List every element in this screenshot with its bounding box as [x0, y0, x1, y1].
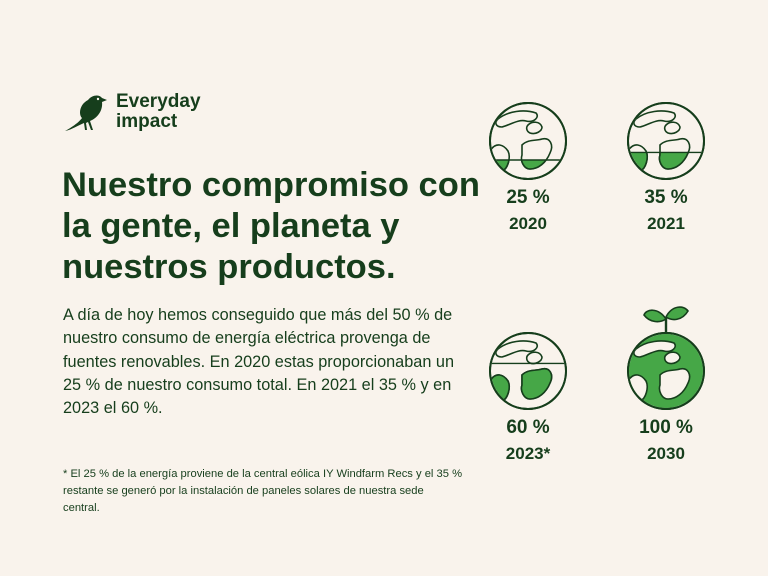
- globe-percent: 60 %: [506, 417, 550, 438]
- globe-icon: [627, 102, 705, 180]
- globe-card-2021: 35 % 2021: [606, 99, 726, 235]
- globe-year: 2023*: [505, 444, 551, 463]
- globe-icon: [489, 102, 567, 180]
- globe-card-2023: 60 % 2023*: [468, 329, 588, 465]
- brand-name-line1: Everyday: [116, 91, 201, 112]
- globe-year: 2021: [647, 214, 685, 233]
- body-paragraph: A día de hoy hemos conseguido que más de…: [63, 306, 455, 418]
- globe-percent: 100 %: [639, 417, 693, 438]
- globe-percent: 25 %: [506, 187, 550, 208]
- globe-percent: 35 %: [644, 187, 688, 208]
- globe-card-2020: 25 % 2020: [468, 99, 588, 235]
- brand-name-line2: impact: [116, 111, 178, 132]
- page-title: Nuestro compromiso con la gente, el plan…: [62, 166, 480, 286]
- globe-year: 2030: [647, 444, 685, 463]
- globe-card-2030: 100 % 2030: [606, 299, 726, 465]
- globe-year: 2020: [509, 214, 547, 233]
- bird-icon: [65, 95, 107, 131]
- brand-logo: Everyday impact: [62, 90, 201, 134]
- globe-sprout-icon: [627, 306, 705, 410]
- brand-name: Everyday impact: [116, 92, 201, 132]
- globe-icon: [489, 332, 567, 410]
- footnote: * El 25 % de la energía proviene de la c…: [63, 468, 463, 514]
